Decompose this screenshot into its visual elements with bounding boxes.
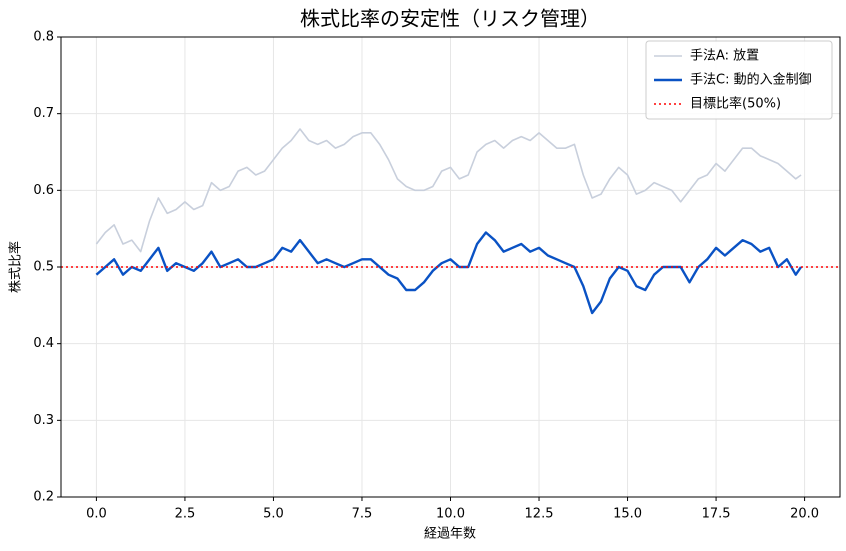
x-tick-label: 2.5: [175, 507, 196, 522]
y-axis-label: 株式比率: [8, 241, 24, 293]
x-tick-label: 20.0: [790, 507, 819, 522]
x-tick-label: 12.5: [525, 507, 554, 522]
chart-title: 株式比率の安定性（リスク管理）: [300, 7, 600, 31]
x-tick-label: 10.0: [436, 507, 465, 522]
data-line: [95, 128, 802, 253]
data-line: [95, 231, 803, 315]
x-tick-label: 5.0: [263, 507, 284, 522]
y-tick-label: 0.7: [33, 106, 54, 121]
x-axis-label: 経過年数: [424, 527, 476, 542]
y-tick-label: 0.2: [33, 490, 54, 505]
legend-label: 手法C: 動的入金制御: [690, 72, 812, 88]
y-tick-label: 0.4: [33, 336, 54, 351]
x-tick-label: 0.0: [86, 507, 107, 522]
legend-label: 手法A: 放置: [690, 49, 759, 64]
plot-frame: [60, 36, 841, 498]
x-tick-label: 17.5: [702, 507, 731, 522]
x-tick-label: 15.0: [613, 507, 642, 522]
y-tick-label: 0.8: [33, 30, 54, 45]
legend-label: 目標比率(50%): [690, 96, 781, 112]
y-tick-label: 0.6: [33, 183, 54, 198]
legend-box: [645, 40, 833, 120]
y-tick-label: 0.5: [33, 260, 54, 275]
y-tick-label: 0.3: [33, 413, 54, 428]
x-tick-label: 7.5: [352, 507, 373, 522]
